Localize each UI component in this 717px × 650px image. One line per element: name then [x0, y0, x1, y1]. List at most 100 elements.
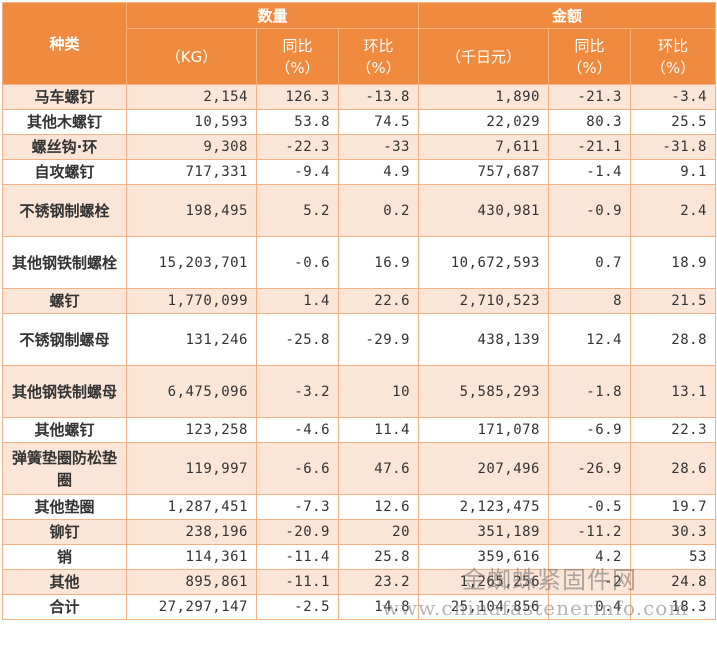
- cell-amt-yoy: -21.1: [548, 134, 631, 160]
- cell-qty-mom: 0.2: [338, 184, 419, 237]
- cell-qty-yoy: 1.4: [256, 288, 339, 314]
- table-row: 其他钢铁制螺母 6,475,096 -3.2 10 5,585,293 -1.8 13.1: [2, 365, 716, 418]
- table-row: 不锈钢制螺母 131,246 -25.8 -29.9 438,139 12.4 28.8: [2, 313, 716, 366]
- cell-qty-yoy: -2.5: [256, 594, 339, 620]
- cell-amt: 757,687: [418, 159, 549, 185]
- row-category: 其他钢铁制螺栓: [2, 236, 127, 289]
- header-category: 种类: [2, 2, 127, 85]
- cell-qty-yoy: -6.6: [256, 442, 339, 495]
- cell-amt: 2,710,523: [418, 288, 549, 314]
- cell-amt-yoy: 4.2: [548, 544, 631, 570]
- cell-qty: 123,258: [126, 417, 257, 443]
- cell-amt-yoy: -21.3: [548, 84, 631, 110]
- table-row: 螺丝钩·环 9,308 -22.3 -33 7,611 -21.1 -31.8: [2, 134, 716, 160]
- cell-qty-yoy: -25.8: [256, 313, 339, 366]
- cell-qty: 1,770,099: [126, 288, 257, 314]
- table-row: 螺钉 1,770,099 1.4 22.6 2,710,523 8 21.5: [2, 288, 716, 314]
- cell-qty: 895,861: [126, 569, 257, 595]
- cell-qty: 1,287,451: [126, 494, 257, 520]
- row-category: 合计: [2, 594, 127, 620]
- cell-amt-mom: 13.1: [630, 365, 716, 418]
- cell-amt: 171,078: [418, 417, 549, 443]
- header-qty-yoy: 同比 （%）: [256, 28, 339, 85]
- fastener-import-table: 种类 数量 金额 （KG） 同比 （%） 环比 （%） （千日元） 同比 （%） 环比…: [2, 2, 716, 620]
- cell-amt: 7,611: [418, 134, 549, 160]
- row-category: 弹簧垫圈防松垫圈: [2, 442, 127, 495]
- cell-qty-mom: 11.4: [338, 417, 419, 443]
- watermark-url: www.chinafastenerinfo.com: [382, 596, 689, 620]
- cell-amt-yoy: 0.7: [548, 236, 631, 289]
- table-row: 销 114,361 -11.4 25.8 359,616 4.2 53: [2, 544, 716, 570]
- watermark-cn: 金蜘蛛紧固件网: [462, 566, 637, 594]
- cell-qty: 119,997: [126, 442, 257, 495]
- cell-qty-mom: 20: [338, 519, 419, 545]
- cell-qty: 27,297,147: [126, 594, 257, 620]
- cell-amt: 351,189: [418, 519, 549, 545]
- cell-amt-mom: 25.5: [630, 109, 716, 135]
- cell-amt-mom: 19.7: [630, 494, 716, 520]
- cell-amt-yoy: -1.4: [548, 159, 631, 185]
- cell-amt: 25,104,856: [418, 594, 549, 620]
- cell-qty-mom: -33: [338, 134, 419, 160]
- cell-amt-mom: 18.9: [630, 236, 716, 289]
- cell-qty-mom: 23.2: [338, 569, 419, 595]
- cell-qty: 131,246: [126, 313, 257, 366]
- cell-qty-mom: 14.8: [338, 594, 419, 620]
- cell-qty-mom: 12.6: [338, 494, 419, 520]
- cell-amt: 1,890: [418, 84, 549, 110]
- row-category: 自攻螺钉: [2, 159, 127, 185]
- cell-qty-yoy: 5.2: [256, 184, 339, 237]
- cell-amt-mom: 22.3: [630, 417, 716, 443]
- cell-amt: 5,585,293: [418, 365, 549, 418]
- header-amt-unit: （千日元）: [418, 28, 549, 85]
- row-category: 其他垫圈: [2, 494, 127, 520]
- cell-qty: 9,308: [126, 134, 257, 160]
- cell-qty-mom: 4.9: [338, 159, 419, 185]
- cell-amt-yoy: -0.9: [548, 184, 631, 237]
- cell-amt-mom: -3.4: [630, 84, 716, 110]
- cell-amt-mom: 9.1: [630, 159, 716, 185]
- table-row: 其他木螺钉 10,593 53.8 74.5 22,029 80.3 25.5: [2, 109, 716, 135]
- cell-qty-yoy: -7.3: [256, 494, 339, 520]
- cell-qty-yoy: -22.3: [256, 134, 339, 160]
- table-body: 马车螺钉 2,154 126.3 -13.8 1,890 -21.3 -3.4 其他木螺钉 10…: [2, 84, 716, 620]
- cell-amt: 430,981: [418, 184, 549, 237]
- cell-amt-yoy: 8: [548, 288, 631, 314]
- cell-qty-yoy: -0.6: [256, 236, 339, 289]
- cell-amt-yoy: 12.4: [548, 313, 631, 366]
- table-row: 其他 895,861 -11.1 23.2 1,265,256 -2 24.8: [2, 569, 716, 595]
- cell-qty: 198,495: [126, 184, 257, 237]
- row-category: 不锈钢制螺母: [2, 313, 127, 366]
- header-quantity-group: 数量: [126, 2, 419, 29]
- cell-amt-mom: 30.3: [630, 519, 716, 545]
- row-category: 马车螺钉: [2, 84, 127, 110]
- cell-qty-yoy: 53.8: [256, 109, 339, 135]
- cell-qty-mom: 47.6: [338, 442, 419, 495]
- row-category: 销: [2, 544, 127, 570]
- cell-amt-yoy: -6.9: [548, 417, 631, 443]
- cell-qty: 717,331: [126, 159, 257, 185]
- cell-qty-mom: 74.5: [338, 109, 419, 135]
- cell-qty-mom: -13.8: [338, 84, 419, 110]
- row-category: 铆钉: [2, 519, 127, 545]
- cell-qty-mom: 22.6: [338, 288, 419, 314]
- cell-qty-yoy: -9.4: [256, 159, 339, 185]
- row-category: 其他木螺钉: [2, 109, 127, 135]
- row-category: 其他螺钉: [2, 417, 127, 443]
- header-qty-mom: 环比 （%）: [338, 28, 419, 85]
- cell-amt-mom: 21.5: [630, 288, 716, 314]
- table-row: 其他螺钉 123,258 -4.6 11.4 171,078 -6.9 22.3: [2, 417, 716, 443]
- header-amt-mom: 环比 （%）: [630, 28, 716, 85]
- cell-amt-yoy: 0.4: [548, 594, 631, 620]
- cell-qty-yoy: -11.4: [256, 544, 339, 570]
- cell-amt: 359,616: [418, 544, 549, 570]
- cell-qty-mom: -29.9: [338, 313, 419, 366]
- cell-amt-mom: 18.3: [630, 594, 716, 620]
- cell-qty: 10,593: [126, 109, 257, 135]
- header-amount-group: 金额: [418, 2, 716, 29]
- cell-qty: 2,154: [126, 84, 257, 110]
- header-amt-yoy: 同比 （%）: [548, 28, 631, 85]
- row-category: 不锈钢制螺栓: [2, 184, 127, 237]
- table-row: 合计 27,297,147 -2.5 14.8 25,104,856 0.4 18.3: [2, 594, 716, 620]
- cell-amt-mom: -31.8: [630, 134, 716, 160]
